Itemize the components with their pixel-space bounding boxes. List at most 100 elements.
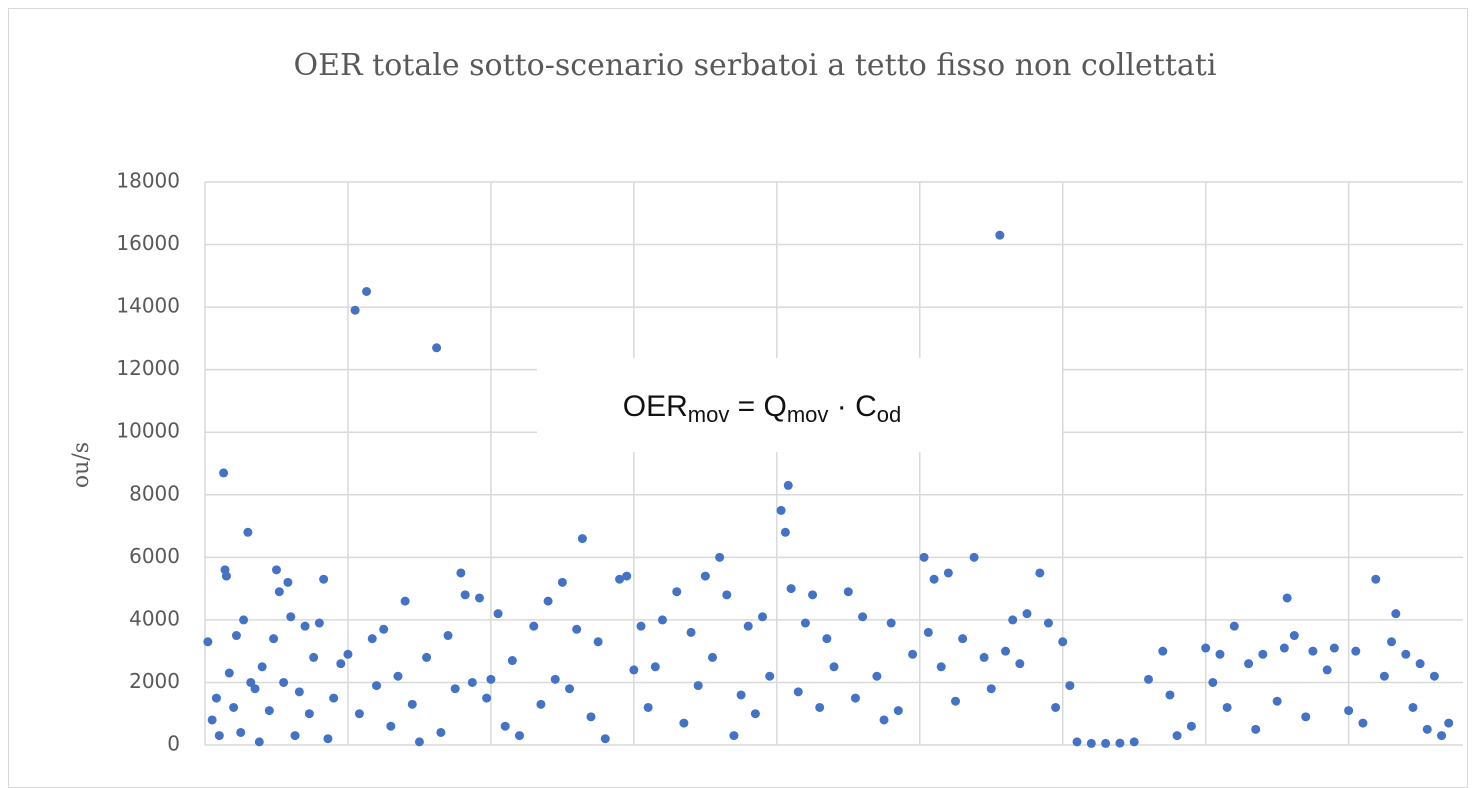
point [386,721,396,731]
point [1379,671,1389,681]
point [893,706,903,716]
point [1129,737,1139,747]
point [1444,718,1454,728]
point [214,731,224,741]
point [936,662,946,672]
annotation-part: OER [623,390,688,423]
point [354,709,364,719]
point [969,552,979,562]
point [615,574,625,584]
point [1301,712,1311,722]
point [1387,637,1397,647]
y-axis-label: ou/s [69,442,94,488]
point [776,505,786,515]
point [657,615,667,625]
point [536,699,546,709]
point [1158,646,1168,656]
point [414,737,424,747]
point [300,621,310,631]
point [822,634,832,644]
point [482,693,492,703]
point [1279,643,1289,653]
point [393,671,403,681]
point [1415,659,1425,669]
point [1251,724,1261,734]
annotation-part: = Q [729,390,787,423]
point [1043,618,1053,628]
point [672,587,682,597]
point [1186,721,1196,731]
point [1289,631,1299,641]
point [1201,643,1211,653]
point [450,684,460,694]
point [1272,696,1282,706]
point [1371,574,1381,584]
point [219,468,229,478]
y-tick-label: 12000 [116,356,180,380]
point [586,712,596,722]
annotation-part: mov [688,402,730,427]
point [229,702,239,712]
point [460,590,470,600]
point [1401,649,1411,659]
point [843,587,853,597]
point [290,731,300,741]
y-tick-label: 14000 [116,294,180,318]
point [700,571,710,581]
point [1244,659,1254,669]
point [786,584,796,594]
point [1101,738,1111,748]
point [577,534,587,544]
point [379,624,389,634]
annotation: OERmov = Qmov · Cod [623,390,901,427]
point [850,693,860,703]
point [274,587,284,597]
point [407,699,417,709]
y-tick-label: 8000 [129,481,180,505]
point [1437,731,1447,741]
annotation-part: od [877,402,901,427]
point [250,684,260,694]
point [729,731,739,741]
point [572,624,582,634]
y-tick-label: 4000 [129,606,180,630]
annotation-part: mov [787,402,829,427]
point [715,552,725,562]
chart-title: OER totale sotto-scenario serbatoi a tet… [293,48,1217,83]
point [693,681,703,691]
point [323,734,333,744]
point [362,286,372,296]
point [736,690,746,700]
point [372,681,382,691]
point [679,718,689,728]
point [239,615,249,625]
point [254,737,264,747]
point [221,571,231,581]
point [231,631,241,641]
point [500,721,510,731]
point [858,612,868,622]
point [1058,637,1068,647]
point [474,593,484,603]
point [557,577,567,587]
point [224,668,234,678]
point [304,709,314,719]
point [879,715,889,725]
point [343,649,353,659]
point [319,574,329,584]
point [283,577,293,587]
point [1051,702,1061,712]
y-tick-label: 18000 [116,169,180,193]
y-tick-label: 0 [167,732,180,756]
point [565,684,575,694]
point [1429,671,1439,681]
point [629,665,639,675]
point [350,305,360,315]
point [443,631,453,641]
point [995,230,1005,240]
point [886,618,896,628]
point [493,609,503,619]
point [958,634,968,644]
